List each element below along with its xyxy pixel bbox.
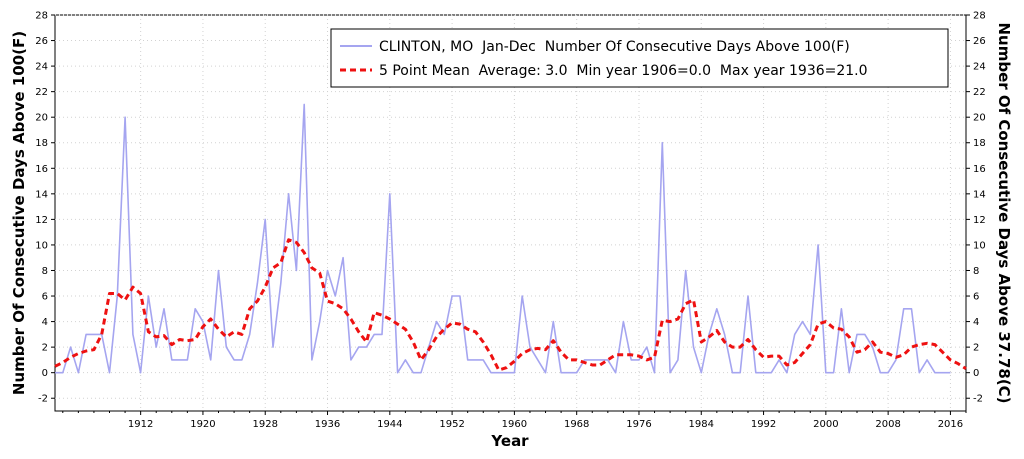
y-tick-label: 26 — [35, 36, 48, 47]
y-tick-label-right: 2 — [973, 343, 979, 354]
y-tick-label: 4 — [42, 317, 48, 328]
series-mean-line — [54, 238, 967, 372]
y-tick-label-right: 14 — [973, 189, 986, 200]
x-tick-label: 1952 — [439, 419, 464, 430]
y-tick-label-right: 16 — [973, 164, 986, 175]
y-tick-label-right: 6 — [973, 292, 979, 303]
y-tick-label: 18 — [35, 138, 48, 149]
x-tick-label: 1920 — [190, 419, 215, 430]
x-axis: 1912 1920 1928 1936 1944 1952 1960 1968 1976 1984… — [62, 411, 967, 430]
y-tick-label: 22 — [35, 87, 48, 98]
y-tick-label: 12 — [35, 215, 48, 226]
series-raw-line — [55, 103, 951, 374]
y-tick-label-right: 12 — [973, 215, 986, 226]
y-tick-label-right: 22 — [973, 87, 986, 98]
x-tick-label: 2008 — [875, 419, 900, 430]
y-tick-label-right: 10 — [973, 240, 986, 251]
y-axis-title-left: Number Of Consecutive Days Above 100(F) — [10, 31, 28, 395]
y-tick-label: 28 — [35, 11, 48, 22]
x-tick-label: 1944 — [377, 419, 402, 430]
y-axis-title-right: Number Of Consecutive Days Above 37.78(C… — [995, 22, 1013, 403]
y-tick-label-right: 18 — [973, 138, 986, 149]
x-tick-label: 1936 — [315, 419, 340, 430]
series-layer — [54, 103, 967, 374]
y-tick-label: 16 — [35, 164, 48, 175]
legend: CLINTON, MO Jan-Dec Number Of Consecutiv… — [330, 28, 949, 88]
y-tick-label-right: 20 — [973, 113, 986, 124]
y-tick-label: 10 — [35, 240, 48, 251]
y-tick-label: 6 — [42, 292, 48, 303]
x-tick-label: 1960 — [502, 419, 527, 430]
y-tick-label-right: 26 — [973, 36, 986, 47]
x-tick-label: 2000 — [813, 419, 838, 430]
y-tick-label-right: 28 — [973, 11, 986, 22]
x-axis-title: Year — [490, 432, 529, 450]
x-tick-label: 1912 — [128, 419, 153, 430]
y-tick-label: 8 — [42, 266, 48, 277]
y-tick-label-right: 8 — [973, 266, 979, 277]
y-tick-label-right: 24 — [973, 62, 986, 73]
y-tick-label-right: 0 — [973, 368, 979, 379]
x-tick-label: 1984 — [689, 419, 714, 430]
y-tick-label: 14 — [35, 189, 48, 200]
y-tick-label-right: -2 — [973, 394, 983, 405]
y-tick-label: 20 — [35, 113, 48, 124]
legend-label-raw: CLINTON, MO Jan-Dec Number Of Consecutiv… — [379, 39, 850, 55]
x-tick-label: 1976 — [626, 419, 651, 430]
y-tick-label: 0 — [42, 368, 48, 379]
y-tick-label-right: 4 — [973, 317, 979, 328]
y-tick-label: 2 — [42, 343, 48, 354]
legend-label-mean: 5 Point Mean Average: 3.0 Min year 1906=… — [379, 63, 868, 79]
y-tick-label: 24 — [35, 62, 48, 73]
x-tick-label: 1992 — [751, 419, 776, 430]
x-tick-label: 1928 — [253, 419, 278, 430]
legend-box — [330, 28, 949, 88]
x-tick-label: 2016 — [938, 419, 963, 430]
x-tick-label: 1968 — [564, 419, 589, 430]
y-tick-label: -2 — [38, 394, 48, 405]
